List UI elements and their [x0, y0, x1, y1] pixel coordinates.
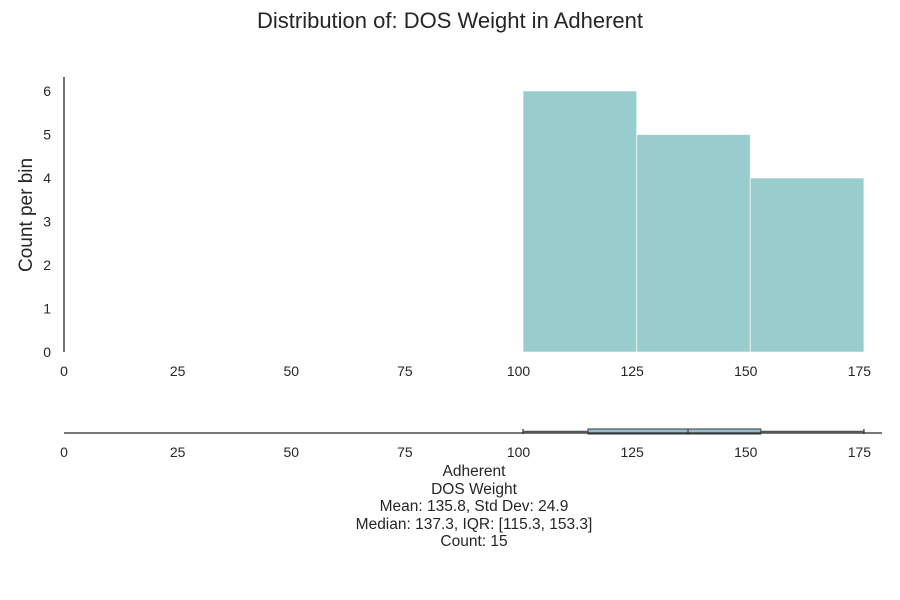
boxplot-x-tick-label: 50: [283, 444, 299, 460]
boxplot-x-tick-labels: 0 25 50 75 100 125 150 175: [60, 444, 871, 460]
x-tick-label: 175: [848, 363, 872, 379]
boxplot: [522, 428, 865, 435]
summary-stats: Adherent DOS Weight Mean: 135.8, Std Dev…: [274, 463, 674, 551]
y-tick-label: 4: [43, 170, 51, 186]
boxplot-x-tick-label: 150: [734, 444, 758, 460]
summary-group: Adherent: [442, 463, 506, 480]
histogram-bars: [522, 90, 865, 353]
summary-count: Count: 15: [440, 533, 508, 551]
histogram-bar: [749, 177, 865, 353]
boxplot-x-tick-label: 100: [507, 444, 531, 460]
y-tick-label: 5: [43, 127, 51, 143]
x-tick-label: 150: [734, 363, 758, 379]
boxplot-x-tick-label: 125: [620, 444, 644, 460]
x-tick-label: 75: [397, 363, 413, 379]
y-tick-label: 6: [43, 83, 51, 99]
boxplot-x-tick-label: 25: [170, 444, 186, 460]
y-tick-label: 1: [43, 301, 51, 317]
summary-mean-std: Mean: 135.8, Std Dev: 24.9: [379, 498, 569, 516]
histogram-y-tick-labels: 0 1 2 3 4 5 6: [43, 83, 51, 360]
histogram-x-tick-labels: 0 25 50 75 100 125 150 175: [60, 363, 871, 379]
boxplot-x-tick-label: 75: [397, 444, 413, 460]
histogram-bar: [636, 134, 751, 353]
boxplot-iqr-box: [587, 428, 762, 435]
x-tick-label: 50: [283, 363, 299, 379]
summary-variable: DOS Weight: [431, 480, 517, 498]
boxplot-x-tick-label: 175: [848, 444, 872, 460]
y-tick-label: 2: [43, 257, 51, 273]
summary-median-iqr: Median: 137.3, IQR: [115.3, 153.3]: [355, 515, 593, 533]
x-tick-label: 125: [620, 363, 644, 379]
y-tick-label: 0: [43, 344, 51, 360]
y-tick-label: 3: [43, 214, 51, 230]
x-tick-label: 25: [170, 363, 186, 379]
x-tick-label: 0: [60, 363, 68, 379]
histogram-bar: [522, 90, 638, 353]
y-axis-label: Count per bin: [16, 158, 37, 272]
boxplot-x-tick-label: 0: [60, 444, 68, 460]
x-tick-label: 100: [507, 363, 531, 379]
chart-title: Distribution of: DOS Weight in Adherent: [256, 8, 643, 33]
